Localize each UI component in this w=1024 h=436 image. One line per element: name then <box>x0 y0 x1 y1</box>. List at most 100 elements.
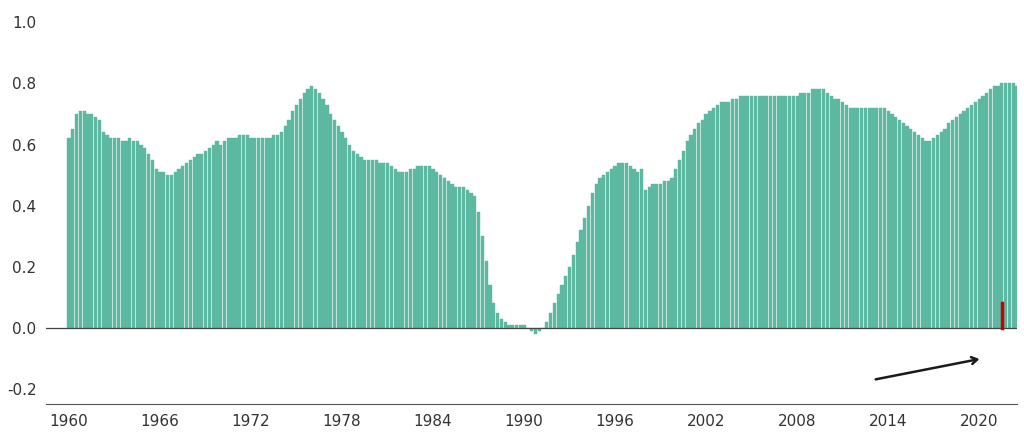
Bar <box>894 117 897 328</box>
Bar <box>671 178 674 328</box>
Bar <box>720 102 723 328</box>
Bar <box>511 325 514 328</box>
Bar <box>242 135 245 328</box>
Bar <box>595 184 598 328</box>
Bar <box>925 141 928 328</box>
Bar <box>754 95 757 328</box>
Bar <box>306 89 309 328</box>
Bar <box>185 163 188 328</box>
Bar <box>724 102 727 328</box>
Bar <box>477 212 480 328</box>
Bar <box>234 138 238 328</box>
Bar <box>344 138 347 328</box>
Bar <box>390 166 393 328</box>
Bar <box>155 169 158 328</box>
Bar <box>792 95 795 328</box>
Bar <box>504 322 507 328</box>
Bar <box>94 117 97 328</box>
Bar <box>276 135 280 328</box>
Bar <box>348 144 351 328</box>
Bar <box>101 132 104 328</box>
Bar <box>314 89 317 328</box>
Bar <box>784 95 787 328</box>
Bar <box>455 187 458 328</box>
Bar <box>1005 83 1008 328</box>
Bar <box>814 89 818 328</box>
Bar <box>329 114 333 328</box>
Bar <box>322 99 325 328</box>
Bar <box>264 138 268 328</box>
Bar <box>458 187 461 328</box>
Bar <box>86 114 90 328</box>
Bar <box>776 95 779 328</box>
Bar <box>705 114 708 328</box>
Bar <box>940 132 943 328</box>
Bar <box>685 141 689 328</box>
Bar <box>1016 86 1019 328</box>
Bar <box>326 105 329 328</box>
Bar <box>420 166 423 328</box>
Bar <box>230 138 233 328</box>
Bar <box>644 191 647 328</box>
Bar <box>253 138 256 328</box>
Bar <box>519 325 522 328</box>
Bar <box>549 313 552 328</box>
Bar <box>522 325 525 328</box>
Bar <box>496 313 499 328</box>
Bar <box>811 89 814 328</box>
Bar <box>124 141 128 328</box>
Bar <box>822 89 825 328</box>
Bar <box>602 175 605 328</box>
Bar <box>860 108 863 328</box>
Bar <box>223 141 226 328</box>
Bar <box>159 172 162 328</box>
Bar <box>773 95 776 328</box>
Bar <box>769 95 772 328</box>
Bar <box>787 95 792 328</box>
Bar <box>780 95 783 328</box>
Bar <box>386 163 389 328</box>
Bar <box>838 99 841 328</box>
Bar <box>622 163 625 328</box>
Bar <box>796 95 799 328</box>
Bar <box>989 89 992 328</box>
Bar <box>451 184 454 328</box>
Bar <box>560 285 563 328</box>
Bar <box>379 163 382 328</box>
Bar <box>462 187 465 328</box>
Bar <box>337 126 340 328</box>
Bar <box>507 325 511 328</box>
Bar <box>970 105 973 328</box>
Bar <box>1012 83 1015 328</box>
Bar <box>735 99 738 328</box>
Bar <box>288 120 291 328</box>
Bar <box>212 144 215 328</box>
Bar <box>446 181 450 328</box>
Bar <box>147 153 151 328</box>
Bar <box>424 166 427 328</box>
Bar <box>170 175 173 328</box>
Bar <box>143 147 146 328</box>
Bar <box>132 141 135 328</box>
Bar <box>261 138 264 328</box>
Bar <box>580 230 583 328</box>
Bar <box>110 138 113 328</box>
Bar <box>834 99 837 328</box>
Bar <box>746 95 750 328</box>
Bar <box>68 138 71 328</box>
Bar <box>879 108 882 328</box>
Bar <box>166 175 169 328</box>
Bar <box>79 111 82 328</box>
Bar <box>72 129 75 328</box>
Bar <box>219 144 222 328</box>
Bar <box>113 138 116 328</box>
Bar <box>825 92 829 328</box>
Bar <box>83 111 86 328</box>
Bar <box>333 120 336 328</box>
Bar <box>598 178 601 328</box>
Bar <box>898 120 901 328</box>
Bar <box>393 169 396 328</box>
Bar <box>693 129 696 328</box>
Bar <box>568 267 571 328</box>
Bar <box>197 153 200 328</box>
